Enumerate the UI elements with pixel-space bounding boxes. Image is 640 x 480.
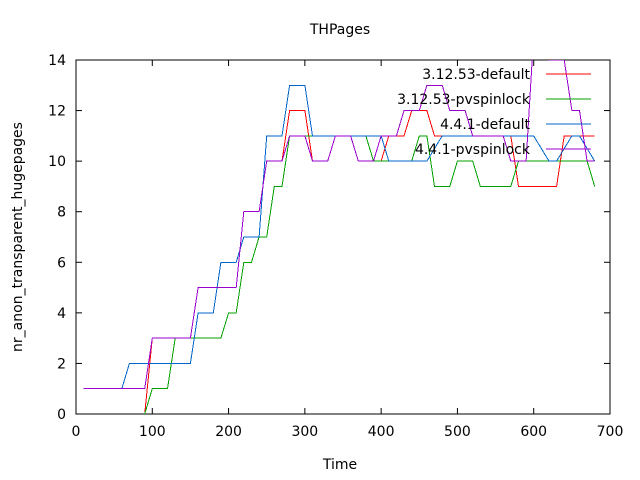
y-tick-label: 2 [57, 356, 66, 372]
axes: 0 100 200 300 400 500 600 700 0 2 4 6 8 10 12 14 [48, 53, 623, 440]
series-line-2 [144, 135, 596, 414]
x-tick-label: 400 [368, 424, 395, 440]
x-tick-label: 0 [72, 424, 81, 440]
series-line-4 [83, 60, 595, 390]
y-tick-label: 12 [48, 104, 66, 120]
x-axis-label: Time [322, 457, 357, 473]
y-axis-label: nr_anon_transparent_hugepages [10, 122, 26, 352]
y-tick-label: 14 [48, 53, 66, 69]
x-tick-label: 300 [291, 424, 318, 440]
y-tick-label: 0 [57, 407, 66, 423]
y-tick-label: 10 [48, 154, 66, 170]
x-tick-label: 600 [520, 424, 547, 440]
x-tick-label: 700 [597, 424, 624, 440]
legend-label: 3.12.53-default [422, 67, 530, 83]
y-tick-label: 8 [57, 205, 66, 221]
legend-label: 3.12.53-pvspinlock [397, 92, 531, 108]
legend-label: 4.4.1-default [440, 117, 530, 133]
plot-frame [75, 59, 611, 415]
y-tick-label: 6 [57, 255, 66, 271]
plot-area [83, 60, 596, 414]
y-tick-label: 4 [57, 306, 66, 322]
legend: 3.12.53-default 3.12.53-pvspinlock 4.4.1-d… [397, 67, 591, 158]
chart-title: THPages [309, 22, 370, 38]
x-tick-label: 500 [444, 424, 471, 440]
legend-label: 4.4.1-pvspinlock [415, 142, 531, 158]
series-line-3 [83, 84, 596, 390]
x-tick-label: 200 [215, 424, 242, 440]
x-tick-label: 100 [139, 424, 166, 440]
